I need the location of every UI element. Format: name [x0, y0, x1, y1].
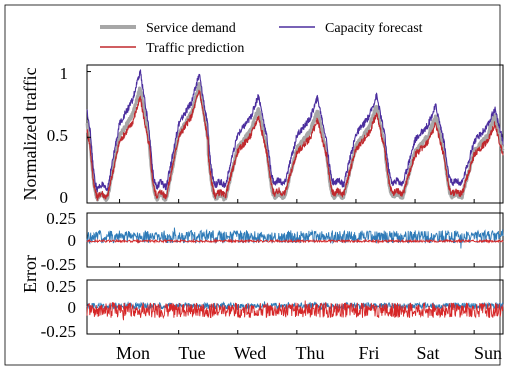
middle-ytick-neg0.25: -0.25 — [41, 255, 76, 274]
figure-border — [4, 4, 501, 366]
day-label-fri: Fri — [358, 343, 379, 363]
top-ytick-1: 1 — [60, 64, 69, 83]
bottom-ytick-neg0.25: -0.25 — [41, 322, 76, 341]
series-line-traffic-prediction — [86, 89, 504, 201]
error-series-2-red — [86, 300, 504, 321]
middle-ytick-0: 0 — [68, 231, 77, 250]
top-ylabel: Normalized traffic — [20, 67, 40, 200]
top-ytick-0: 0 — [60, 188, 69, 207]
middle-ytick-0.25: 0.25 — [46, 209, 76, 228]
day-label-tue: Tue — [178, 343, 205, 363]
top-ytick-0.5: 0.5 — [47, 126, 68, 145]
bottom-ytick-0.25: 0.25 — [46, 277, 76, 296]
tick-marks — [87, 71, 475, 334]
legend-label-service-demand: Service demand — [146, 21, 236, 36]
error-series-1-red — [86, 238, 504, 244]
error-ylabel: Error — [20, 255, 40, 293]
top-panel-series — [85, 69, 505, 202]
bottom-panel-series — [86, 300, 504, 321]
series-line-capacity-forecast — [86, 69, 504, 193]
day-label-sun: Sun — [474, 343, 502, 363]
bottom-ytick-0: 0 — [68, 298, 77, 317]
legend: Service demand Capacity forecast Traffic… — [100, 21, 423, 56]
day-label-mon: Mon — [116, 343, 150, 363]
top-panel-frame — [86, 64, 504, 204]
error-series-1-blue — [86, 227, 504, 249]
day-label-thu: Thu — [296, 343, 325, 363]
day-label-sat: Sat — [416, 343, 439, 363]
middle-panel-series — [86, 227, 504, 249]
legend-label-traffic-prediction: Traffic prediction — [146, 41, 244, 56]
legend-label-capacity-forecast: Capacity forecast — [325, 21, 423, 36]
day-label-wed: Wed — [234, 343, 267, 363]
